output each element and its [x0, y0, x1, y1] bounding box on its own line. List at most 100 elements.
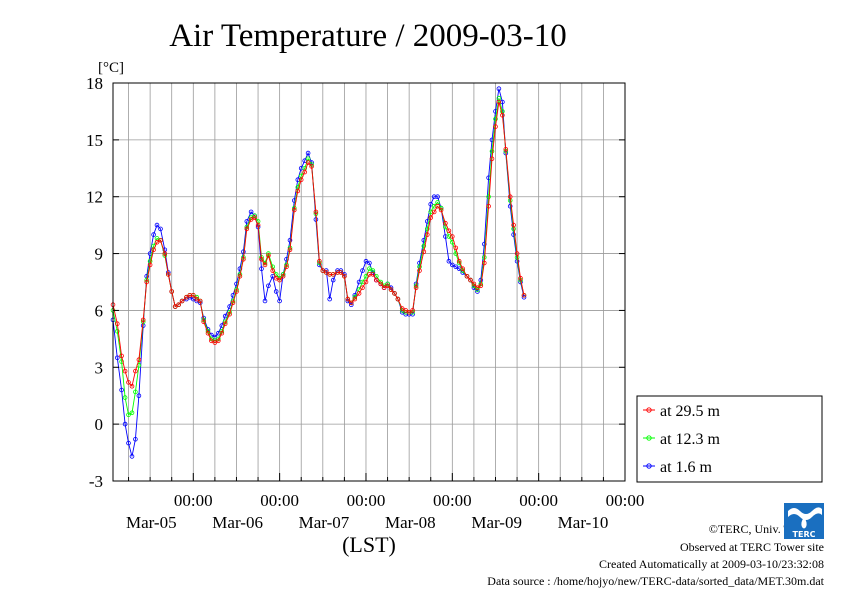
data-point [252, 215, 257, 220]
data-point [363, 279, 369, 285]
y-tick-label: 12 [86, 188, 103, 207]
data-point [521, 294, 527, 300]
data-point [449, 234, 455, 239]
data-point [435, 194, 440, 200]
y-axis-unit: [°C] [98, 60, 124, 76]
data-point [126, 412, 131, 418]
x-tick-time-label: 00:00 [260, 491, 299, 510]
data-point [392, 291, 397, 296]
data-point [205, 330, 211, 336]
data-point [360, 285, 365, 291]
data-point [259, 266, 264, 272]
data-point [381, 285, 387, 291]
data-point [435, 203, 440, 209]
data-point [317, 258, 322, 264]
data-point [481, 241, 487, 247]
data-point [428, 215, 434, 220]
data-point [216, 338, 221, 344]
data-point [295, 188, 301, 194]
grid-lines [113, 82, 626, 482]
data-point [248, 217, 254, 222]
y-tick-label: 6 [95, 301, 104, 320]
data-point [237, 273, 243, 279]
data-point [500, 112, 505, 118]
data-point [388, 287, 394, 292]
data-point [338, 270, 344, 275]
data-point [270, 273, 276, 279]
y-tick-label: -3 [89, 472, 103, 491]
data-point [421, 243, 427, 249]
data-point [273, 275, 279, 281]
chart-title: Air Temperature / 2009-03-10 [169, 18, 567, 54]
data-point [280, 273, 286, 279]
legend: at 29.5 m at 12.3 m at 1.6 m [636, 395, 823, 483]
data-point [367, 260, 372, 266]
data-point [403, 308, 409, 313]
data-point [241, 256, 246, 262]
data-point [313, 209, 319, 215]
data-point [227, 311, 232, 317]
data-point [453, 245, 459, 251]
y-tick-label: 9 [95, 245, 104, 264]
data-point [197, 298, 203, 304]
data-point [302, 158, 308, 164]
data-point [309, 164, 314, 169]
data-point [126, 440, 131, 446]
data-point [230, 300, 236, 306]
svg-text:TERC: TERC [793, 530, 816, 539]
data-point [287, 238, 293, 243]
data-point [443, 220, 448, 226]
data-point [273, 289, 279, 294]
data-point [266, 253, 271, 258]
data-point [191, 292, 196, 298]
legend-swatch-marker [646, 435, 652, 441]
data-point [201, 319, 207, 325]
data-point [277, 298, 282, 304]
legend-box [636, 395, 823, 483]
data-point [385, 283, 390, 289]
data-point [284, 264, 289, 270]
data-point [266, 283, 271, 289]
data-point [291, 207, 297, 213]
data-point [270, 268, 276, 273]
data-point [481, 260, 487, 266]
data-point [277, 277, 282, 283]
x-tick-date-label: Mar-07 [299, 513, 350, 532]
data-point [356, 291, 362, 296]
y-tick-label: 3 [95, 358, 104, 377]
legend-label: at 12.3 m [660, 431, 721, 448]
x-tick-date-label: Mar-05 [126, 513, 177, 532]
data-point [115, 321, 120, 327]
data-point [478, 283, 484, 289]
data-point [475, 285, 480, 291]
data-point [348, 300, 354, 306]
data-point [234, 289, 239, 294]
data-point [122, 421, 128, 427]
data-point [144, 279, 150, 285]
x-tick-date-label: Mar-09 [471, 513, 522, 532]
x-axis-label: (LST) [342, 532, 396, 557]
data-point [446, 228, 452, 234]
data-point [352, 296, 358, 302]
x-tick-time-label: 00:00 [347, 491, 386, 510]
data-point [518, 275, 523, 281]
data-point [115, 355, 120, 361]
data-point [119, 353, 124, 359]
data-point [158, 226, 163, 232]
data-point [140, 317, 146, 323]
data-point [119, 387, 124, 393]
credit-source: Data source : /home/hojyo/new/TERC-data/… [487, 574, 824, 588]
x-tick-time-label: 00:00 [174, 491, 213, 510]
data-point [179, 298, 185, 304]
x-tick-date-label: Mar-10 [558, 513, 609, 532]
data-point [122, 395, 128, 400]
data-point [323, 270, 329, 275]
data-point [151, 232, 156, 237]
credit-observed: Observed at TERC Tower site [679, 540, 824, 554]
data-point [417, 268, 422, 273]
plot-frame [112, 82, 626, 482]
data-point [493, 124, 498, 129]
data-point [259, 256, 264, 262]
data-point [302, 169, 308, 175]
